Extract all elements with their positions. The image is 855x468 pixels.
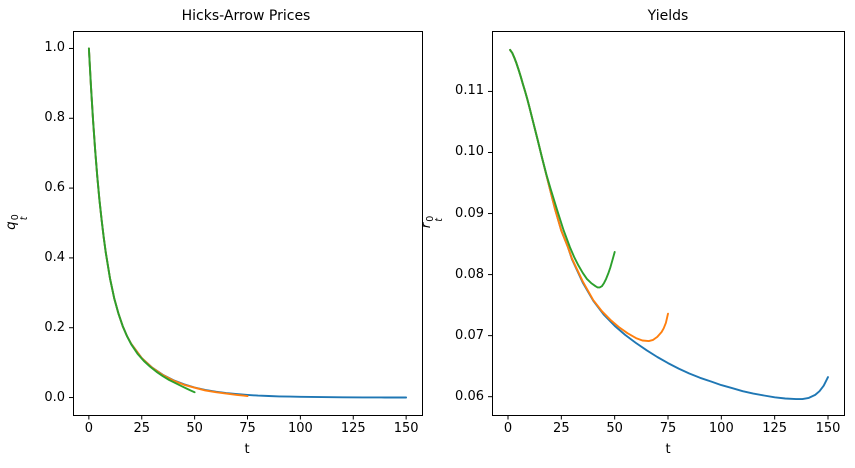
left-y-tick-label: 0.0 [44,389,65,405]
left-curve-green [87,47,196,394]
left-x-tick-label: 100 [287,421,313,436]
right-y-tick-label: 0.07 [455,327,484,343]
left-x-tick-label: 50 [186,421,203,436]
right-x-tick-label: 125 [762,421,788,436]
right-curve-blue [509,48,829,401]
left-y-axis-label-sub: t [18,216,30,221]
right-curve-green [509,48,616,289]
left-y-axis-label-letter: q [3,221,19,230]
left-y-tick-label: 1.0 [44,40,65,56]
right-x-tick-label: 25 [553,421,570,436]
right-y-tick-label: 0.08 [455,266,484,282]
right-curve-orange [509,48,669,343]
left-x-tick-label: 25 [133,421,150,436]
left-x-tick-label: 125 [340,421,366,436]
right-y-tick-label: 0.11 [455,83,484,99]
left-y-tick-label: 0.2 [44,319,65,335]
left-y-tick-label: 0.6 [44,180,65,196]
left-x-tick-label: 75 [239,421,256,436]
right-y-tick-label: 0.09 [455,205,484,221]
left-axes-frame [73,31,423,416]
right-x-axis-label: t [665,442,671,457]
right-x-tick-label: 0 [503,421,513,436]
left-y-tick-label: 0.8 [44,110,65,126]
right-y-tick-label: 0.06 [455,388,484,404]
right-x-tick-label: 150 [815,421,841,436]
left-curve-orange [87,47,249,398]
left-x-tick-label: 150 [393,421,419,436]
left-curve-blue [87,47,408,399]
left-x-axis-label: t [244,442,250,457]
left-y-tick-label: 0.4 [44,249,65,265]
right-y-tick-label: 0.10 [455,144,484,160]
left-x-tick-label: 0 [84,421,93,436]
right-axes-frame [492,31,845,416]
right-x-tick-label: 50 [606,421,623,436]
right-plot-title: Yields [647,8,689,24]
left-plot-title: Hicks-Arrow Prices [181,8,311,24]
right-x-tick-label: 75 [659,421,677,436]
right-x-tick-label: 100 [708,421,734,436]
right-y-axis-label-letter: r [418,222,434,229]
